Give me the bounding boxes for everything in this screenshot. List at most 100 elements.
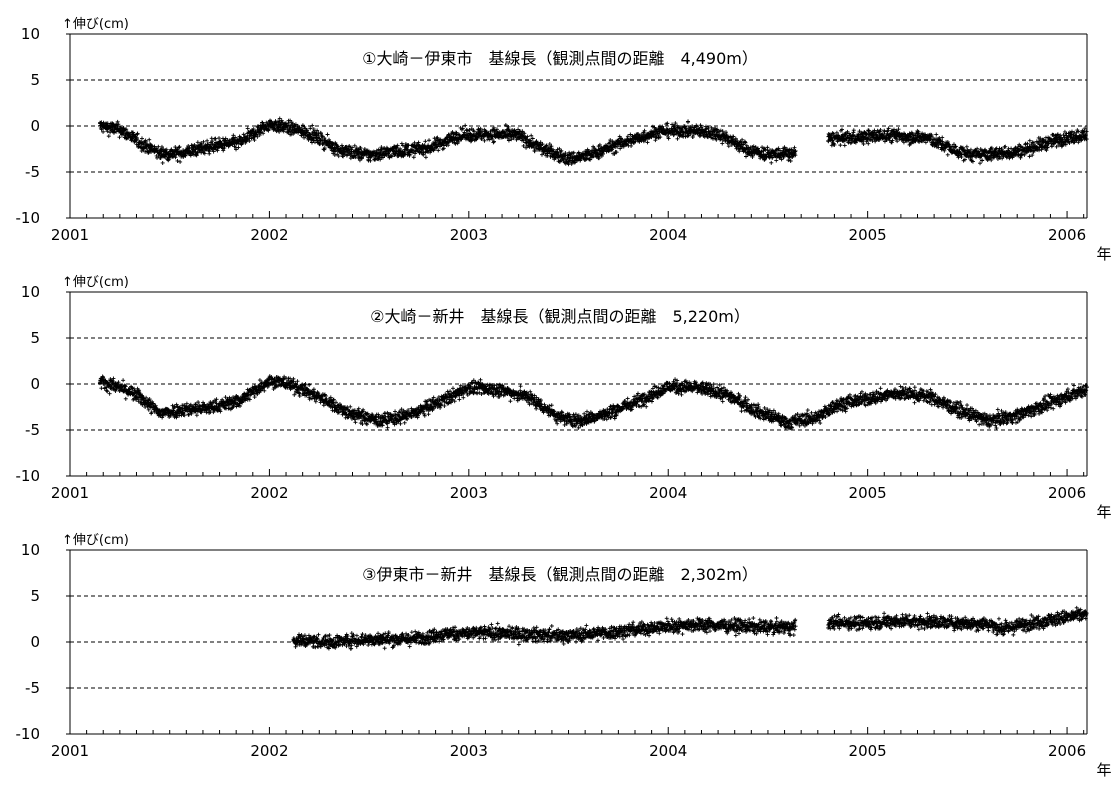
data-point <box>325 132 330 137</box>
data-point <box>107 391 112 396</box>
y-tick-label: -5 <box>25 163 40 181</box>
data-point <box>255 134 260 139</box>
data-point <box>423 139 428 144</box>
data-point <box>838 143 843 148</box>
data-point <box>205 142 210 147</box>
data-point <box>273 120 278 125</box>
data-point <box>257 133 262 138</box>
data-point <box>173 145 178 150</box>
data-point <box>123 133 128 138</box>
y-tick-label: 10 <box>21 25 40 43</box>
data-point <box>139 136 144 141</box>
data-point <box>167 155 172 160</box>
data-point <box>158 155 163 160</box>
data-point <box>269 119 274 124</box>
data-point <box>945 152 950 157</box>
data-point <box>161 147 166 152</box>
y-tick-label: 0 <box>30 375 40 393</box>
data-point <box>774 158 779 163</box>
data-point <box>788 159 793 164</box>
data-point <box>286 130 291 135</box>
data-point <box>210 141 215 146</box>
data-point <box>178 159 183 164</box>
data-point <box>645 140 650 145</box>
data-point <box>135 132 140 137</box>
data-point <box>187 145 192 150</box>
x-tick-label: 2001 <box>51 226 89 244</box>
data-point <box>1003 144 1008 149</box>
data-point <box>249 132 254 137</box>
data-point <box>252 138 257 143</box>
data-point <box>106 134 111 139</box>
x-axis-unit-label: 年 <box>1096 245 1111 263</box>
data-point <box>720 141 725 146</box>
data-point <box>121 378 126 383</box>
data-point <box>978 161 983 166</box>
data-point <box>393 409 398 414</box>
data-point <box>305 128 310 133</box>
y-axis-unit-label: ↑伸び(cm) <box>62 275 129 290</box>
data-point <box>117 135 122 140</box>
data-point <box>221 148 226 153</box>
y-tick-label: 0 <box>30 117 40 135</box>
data-point <box>173 155 178 160</box>
data-point <box>155 147 160 152</box>
x-tick-label: 2003 <box>450 484 488 502</box>
data-point <box>842 143 847 148</box>
data-point <box>426 412 431 417</box>
data-point <box>207 151 212 156</box>
x-axis-unit-label: 年 <box>1096 503 1111 521</box>
data-point <box>209 136 214 141</box>
data-point <box>307 397 312 402</box>
data-point <box>139 149 144 154</box>
data-point <box>101 129 106 134</box>
x-tick-label: 2005 <box>849 484 887 502</box>
data-point <box>195 150 200 155</box>
data-point <box>159 147 164 152</box>
data-point <box>252 395 257 400</box>
scatter-series <box>98 116 1089 167</box>
data-point <box>457 397 462 402</box>
data-point <box>769 160 774 165</box>
data-point <box>211 149 216 154</box>
data-point <box>245 126 250 131</box>
data-point <box>278 122 283 127</box>
data-point <box>277 116 282 121</box>
data-point <box>675 136 680 141</box>
data-point <box>146 151 151 156</box>
x-tick-label: 2004 <box>649 484 687 502</box>
data-point <box>143 139 148 144</box>
data-point <box>300 128 305 133</box>
data-point <box>267 127 272 132</box>
data-point <box>112 130 117 135</box>
data-point <box>194 153 199 158</box>
data-point <box>463 123 468 128</box>
data-point <box>231 135 236 140</box>
data-point <box>385 425 390 430</box>
data-point <box>348 404 353 409</box>
data-point <box>1039 147 1044 152</box>
data-point <box>365 422 370 427</box>
chart-title: ②大崎－新井 基線長（観測点間の距離 5,220m） <box>370 307 750 326</box>
data-point <box>277 129 282 134</box>
data-point <box>201 139 206 144</box>
y-tick-label: 10 <box>21 283 40 301</box>
y-axis-unit-label: ↑伸び(cm) <box>62 17 129 32</box>
data-point <box>105 389 110 394</box>
data-point <box>251 127 256 132</box>
data-point <box>159 144 164 149</box>
data-point <box>194 413 199 418</box>
data-point <box>274 129 279 134</box>
data-point <box>236 145 241 150</box>
data-point <box>123 396 128 401</box>
x-tick-label: 2005 <box>849 226 887 244</box>
data-point <box>353 420 358 425</box>
data-point <box>279 118 284 123</box>
data-point <box>205 138 210 143</box>
data-point <box>256 124 261 129</box>
data-point <box>686 119 691 124</box>
y-tick-label: -10 <box>16 209 41 227</box>
data-point <box>202 151 207 156</box>
data-point <box>177 144 182 149</box>
